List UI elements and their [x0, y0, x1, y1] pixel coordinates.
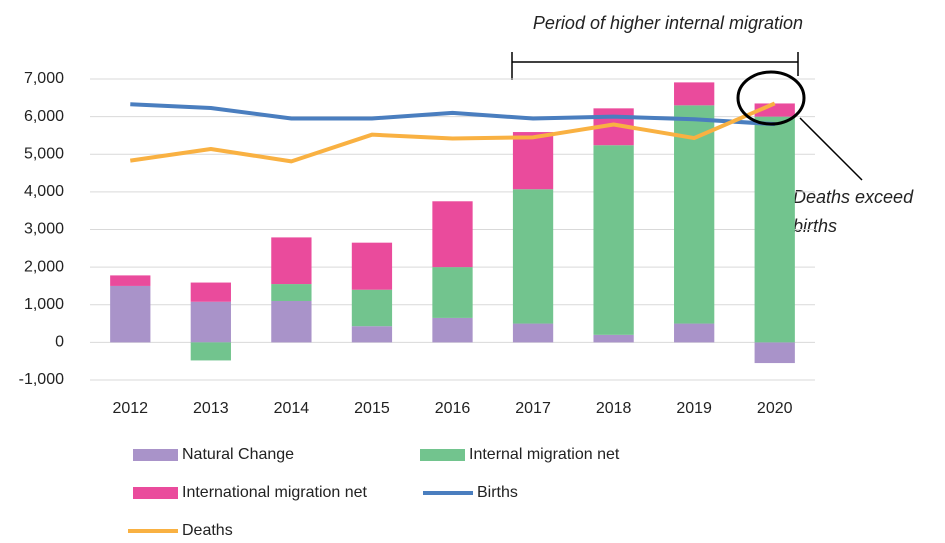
annotation: births — [793, 216, 837, 236]
legend-swatch — [420, 449, 465, 461]
bar — [271, 237, 312, 285]
x-tick-label: 2017 — [515, 400, 551, 417]
bar — [674, 323, 715, 343]
bar — [351, 326, 393, 343]
bar — [754, 342, 795, 364]
bar — [432, 317, 473, 343]
y-tick-label: 7,000 — [24, 70, 64, 87]
bar — [512, 132, 554, 190]
bar — [432, 267, 473, 318]
bar — [190, 342, 231, 361]
x-tick-label: 2020 — [757, 400, 793, 417]
annotation: Period of higher internal migration — [533, 13, 803, 33]
bracket — [511, 52, 799, 80]
legend-swatch — [133, 449, 178, 461]
highlight-circle — [736, 70, 806, 126]
legend-label: Natural Change — [182, 446, 294, 463]
bar — [190, 301, 231, 343]
line — [130, 102, 775, 127]
x-tick-label: 2016 — [435, 400, 471, 417]
bar — [351, 289, 393, 327]
bar — [754, 116, 795, 343]
y-tick-label: 6,000 — [24, 108, 64, 125]
x-tick-label: 2019 — [676, 400, 712, 417]
y-tick-label: -1,000 — [19, 371, 64, 388]
bar — [512, 323, 554, 343]
legend-label: Births — [477, 484, 518, 501]
bar — [593, 334, 634, 343]
y-tick-label: 0 — [55, 334, 64, 351]
callout-line — [799, 117, 863, 181]
bar — [271, 300, 312, 343]
x-tick-label: 2012 — [112, 400, 148, 417]
bar — [512, 189, 554, 324]
y-tick-label: 3,000 — [24, 221, 64, 238]
legend-label: Deaths — [182, 522, 233, 539]
bar — [432, 201, 473, 268]
bar — [271, 284, 312, 301]
y-tick-label: 1,000 — [24, 296, 64, 313]
x-tick-label: 2014 — [274, 400, 310, 417]
line — [129, 101, 776, 164]
x-tick-label: 2018 — [596, 400, 632, 417]
bar — [351, 242, 393, 290]
x-tick-label: 2015 — [354, 400, 390, 417]
bar — [674, 105, 715, 324]
legend-label: Internal migration net — [469, 446, 620, 463]
plot-area: -1,000 0 1,000 2,000 3,000 4,000 5,000 6,000 7,0… — [19, 70, 815, 417]
bar — [593, 145, 634, 335]
bar — [674, 82, 715, 106]
legend-label: International migration net — [182, 484, 368, 501]
annotation: Deaths exceed — [793, 187, 914, 207]
x-tick-label: 2013 — [193, 400, 229, 417]
y-tick-label: 5,000 — [24, 145, 64, 162]
bar — [110, 275, 151, 286]
bar — [110, 285, 151, 343]
y-tick-label: 2,000 — [24, 258, 64, 275]
bar — [190, 282, 231, 302]
y-tick-label: 4,000 — [24, 183, 64, 200]
legend-swatch — [133, 487, 178, 499]
